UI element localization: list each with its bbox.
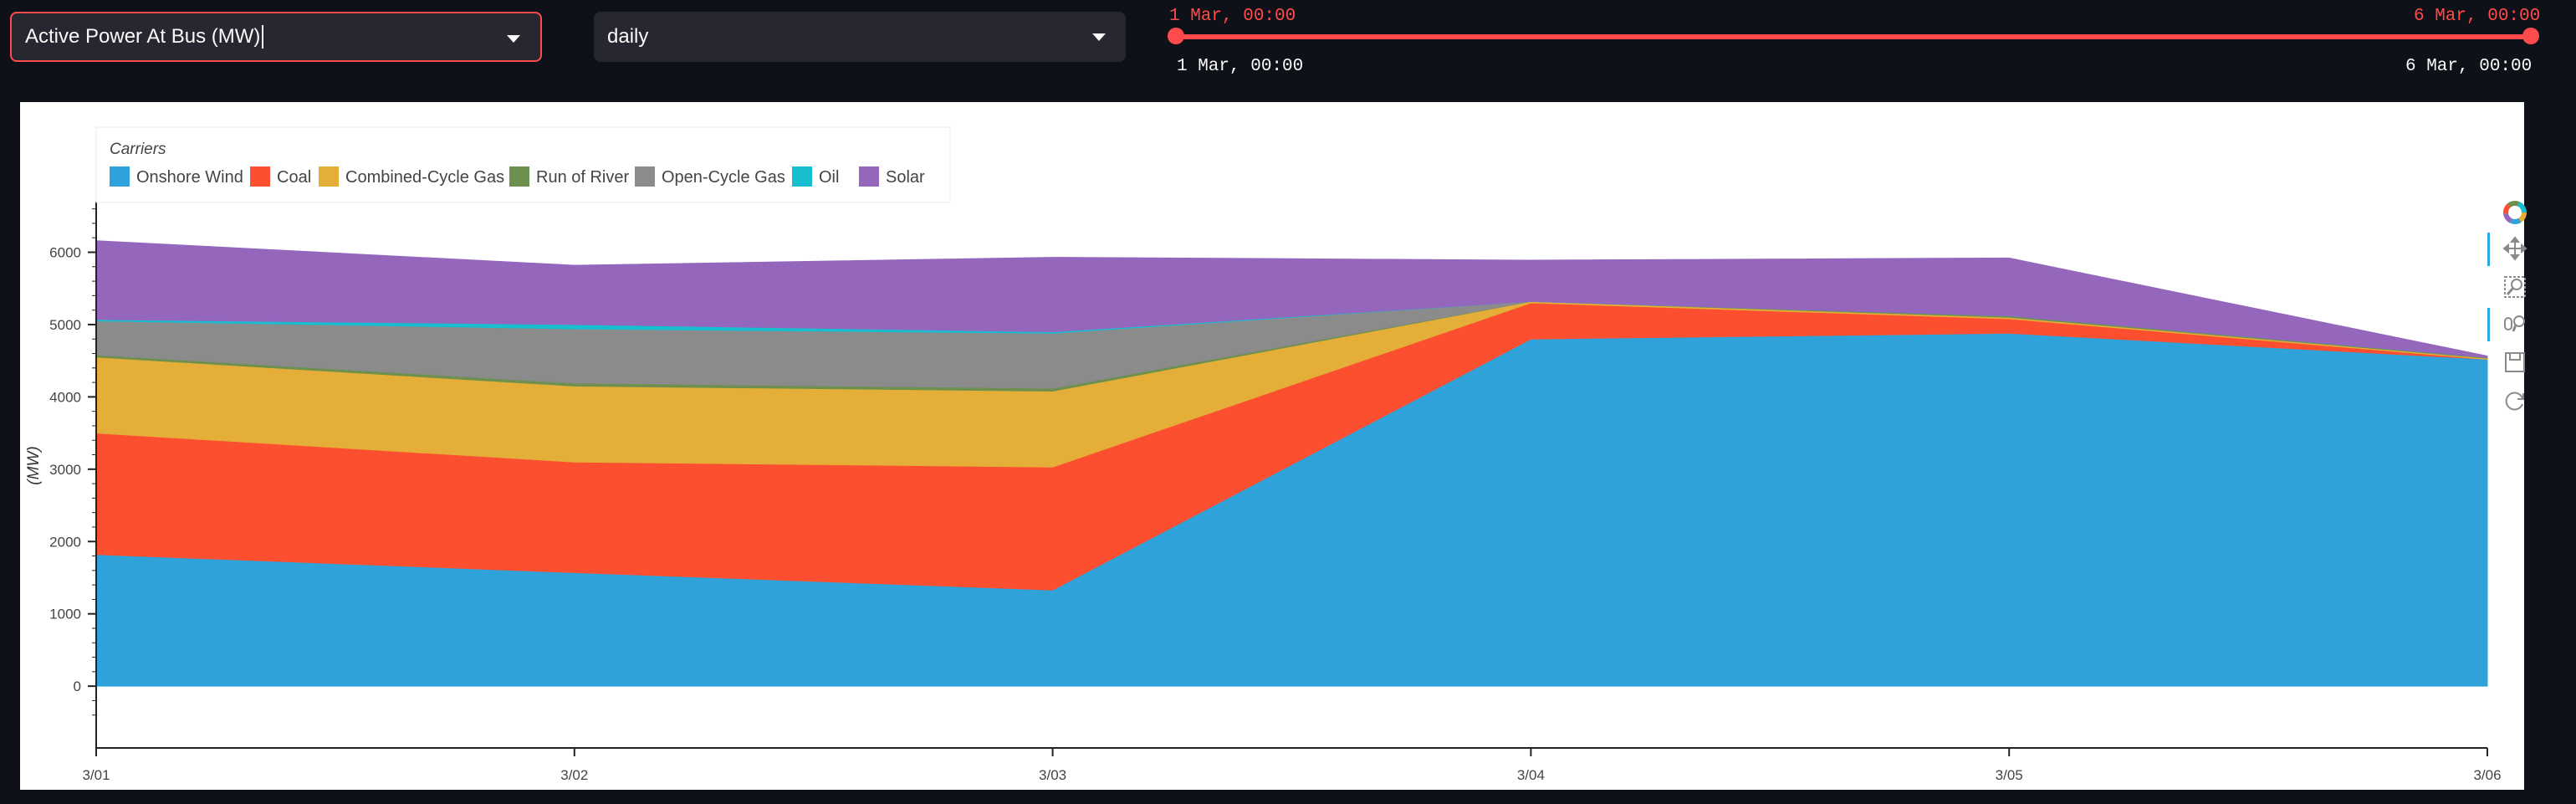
wheel-zoom-icon[interactable] [2502,311,2527,336]
text-caret [262,25,264,49]
slider-min-label: 1 Mar, 00:00 [1177,57,1304,76]
x-tick-label: 3/06 [2473,767,2501,783]
x-tick-label: 3/01 [82,767,110,783]
metric-select-value: Active Power At Bus (MW) [25,25,261,48]
frequency-select[interactable]: daily [594,12,1126,62]
plot-panel: 0 1000 2000 3000 4000 5000 6000 3/01 3/02 3/03 3/0… [20,102,2527,790]
legend-label-run-of-river: Run of River [536,168,629,187]
y-tick-label: 6000 [49,245,81,261]
legend-swatch-solar [859,166,879,187]
legend-label-combined-cycle-gas: Combined-Cycle Gas [345,168,504,187]
y-axis-label: (MW) [25,446,43,484]
bokeh-logo-icon[interactable] [2502,200,2527,225]
slider-start-thumb[interactable] [1168,28,1184,44]
legend-swatch-onshore-wind [110,166,130,187]
area-solar[interactable] [95,240,2488,358]
x-tick-label: 3/02 [560,767,588,783]
chevron-down-icon [1092,33,1106,41]
y-tick-label: 5000 [49,317,81,333]
legend-label-coal: Coal [277,168,311,187]
save-icon[interactable] [2502,350,2527,375]
chevron-down-icon [507,35,520,43]
legend-title: Carriers [110,141,166,158]
area-chart[interactable]: 0 1000 2000 3000 4000 5000 6000 3/01 3/02 3/03 3/0… [20,102,2524,790]
legend-label-open-cycle-gas: Open-Cycle Gas [662,168,785,187]
slider-end-value: 6 Mar, 00:00 [2414,7,2541,26]
pan-icon[interactable] [2502,236,2527,261]
frequency-select-value: daily [607,25,649,48]
slider-end-thumb[interactable] [2522,28,2539,44]
legend-label-oil: Oil [819,168,839,187]
legend-swatch-oil [792,166,812,187]
y-tick-label: 2000 [49,534,81,550]
reset-icon[interactable] [2502,388,2527,413]
x-tick-label: 3/05 [1996,767,2023,783]
slider-track[interactable] [1176,34,2534,39]
y-tick-label: 3000 [49,462,81,478]
legend-swatch-coal [250,166,270,187]
slider-max-label: 6 Mar, 00:00 [2405,57,2533,76]
slider-start-value: 1 Mar, 00:00 [1169,7,1296,26]
box-zoom-icon[interactable] [2502,274,2527,300]
legend-label-solar: Solar [886,168,925,187]
legend-swatch-run-of-river [509,166,529,187]
y-tick-label: 4000 [49,389,81,405]
active-tool-indicator [2487,233,2490,266]
metric-select[interactable]: Active Power At Bus (MW) [10,12,542,62]
legend-swatch-combined-cycle-gas [319,166,339,187]
x-tick-label: 3/03 [1039,767,1066,783]
x-tick-label: 3/04 [1517,767,1545,783]
y-tick-label: 0 [74,679,81,694]
active-tool-indicator [2487,308,2490,341]
legend-box [95,126,951,203]
legend-swatch-open-cycle-gas [635,166,655,187]
x-axis-label: Time [1274,788,1309,790]
legend-label-onshore-wind: Onshore Wind [136,168,243,187]
y-tick-label: 1000 [49,607,81,622]
